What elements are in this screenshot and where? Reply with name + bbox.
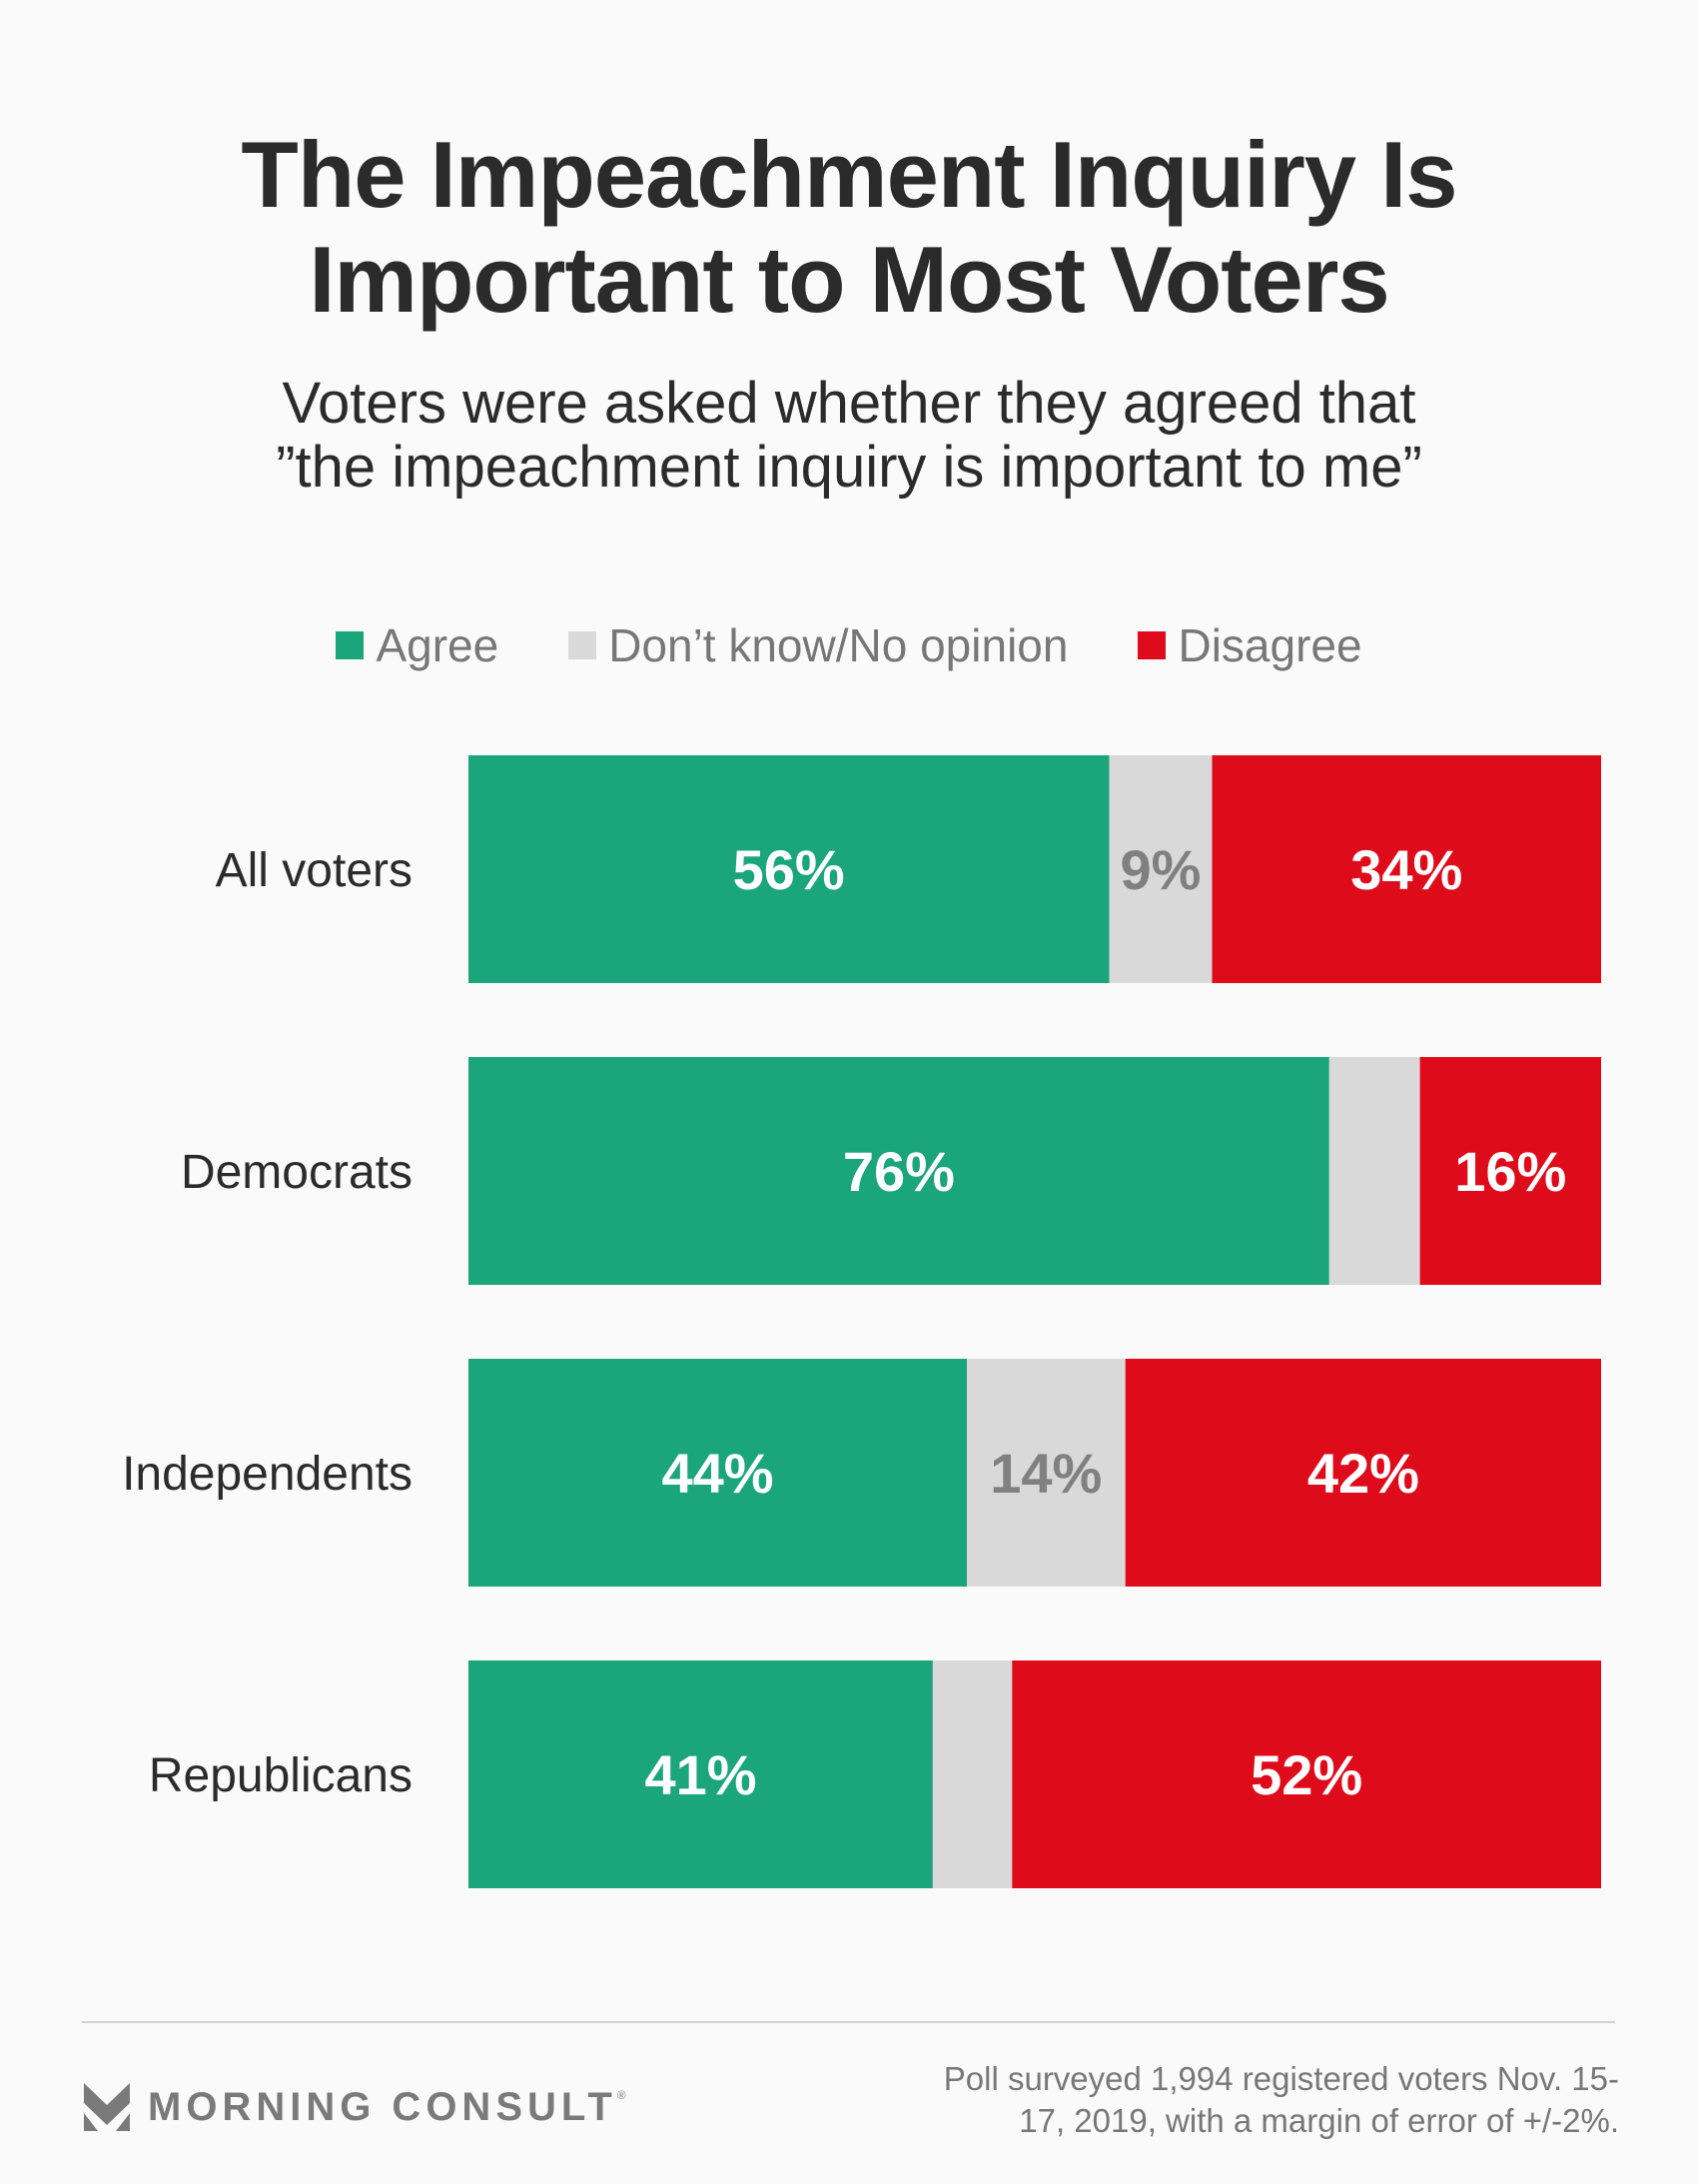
methodology-note-line-1: Poll surveyed 1,994 registered voters No… xyxy=(943,2060,1619,2097)
bar-row-democrats: Democrats 76% 16% xyxy=(181,1057,1601,1285)
data-label-disagree: 16% xyxy=(1454,1140,1566,1203)
methodology-note-line-2: 17, 2019, with a margin of error of +/-2… xyxy=(1019,2102,1619,2139)
data-label-disagree: 52% xyxy=(1251,1743,1362,1806)
bar-segment-disagree xyxy=(1012,1660,1601,1888)
legend-swatch-agree xyxy=(336,631,365,659)
morning-consult-logo-icon xyxy=(84,2083,130,2131)
footer-divider xyxy=(82,2021,1615,2023)
legend-swatch-dont-know xyxy=(568,631,597,659)
registered-mark: ® xyxy=(616,2088,626,2102)
brand-name: MORNING CONSULT® xyxy=(148,2082,626,2132)
legend-label-agree: Agree xyxy=(376,619,499,671)
bar-segment-don-t-know-no-opinion xyxy=(1109,755,1213,983)
data-label-agree: 41% xyxy=(644,1743,756,1806)
bar-segment-don-t-know-no-opinion xyxy=(1328,1057,1420,1285)
legend-item-agree: Agree xyxy=(336,619,498,671)
bar-segment-don-t-know-no-opinion xyxy=(932,1660,1013,1888)
chart-legend: Agree Don’t know/No opinion Disagree xyxy=(0,619,1698,671)
bar-segment-disagree xyxy=(1212,755,1601,983)
bar-segment-agree xyxy=(468,1057,1329,1285)
legend-label-disagree: Disagree xyxy=(1178,619,1362,671)
bar-row-all-voters: All voters 56% 9% 34% xyxy=(216,755,1601,983)
chart-subtitle-line-2: ”the impeachment inquiry is important to… xyxy=(276,435,1422,500)
brand-logo: MORNING CONSULT® xyxy=(84,2082,626,2132)
bar-segment-agree xyxy=(468,1660,933,1888)
bar-segment-agree xyxy=(468,755,1110,983)
data-label-disagree: 42% xyxy=(1307,1442,1419,1505)
bar-segment-disagree xyxy=(1419,1057,1601,1285)
data-label-agree: 56% xyxy=(733,838,845,901)
category-label: Independents xyxy=(122,1448,413,1501)
chart-title: The Impeachment Inquiry Is Important to … xyxy=(0,122,1698,332)
data-label-agree: 76% xyxy=(843,1140,955,1203)
chart-subtitle: Voters were asked whether they agreed th… xyxy=(0,372,1698,500)
chart-subtitle-line-1: Voters were asked whether they agreed th… xyxy=(282,371,1416,436)
category-label: Democrats xyxy=(181,1146,413,1199)
legend-item-disagree: Disagree xyxy=(1138,619,1362,671)
brand-name-text: MORNING CONSULT xyxy=(148,2085,617,2129)
bar-segment-disagree xyxy=(1125,1359,1601,1587)
category-label: All voters xyxy=(216,844,413,897)
data-label-don-t-know-no-opinion: 9% xyxy=(1121,838,1202,901)
bar-segment-don-t-know-no-opinion xyxy=(967,1359,1126,1587)
stacked-bar-chart: All voters 56% 9% 34% Democrats 76% 16% Indepen… xyxy=(122,755,1601,1888)
data-label-disagree: 34% xyxy=(1350,838,1462,901)
bar-row-republicans: Republicans 41% 52% xyxy=(149,1660,1601,1888)
category-label: Republicans xyxy=(149,1749,413,1802)
legend-label-dont-know: Don’t know/No opinion xyxy=(608,619,1069,671)
methodology-note: Poll surveyed 1,994 registered voters No… xyxy=(944,2058,1619,2142)
legend-swatch-disagree xyxy=(1138,631,1167,659)
chart-title-line-2: Important to Most Voters xyxy=(309,227,1389,332)
bar-row-independents: Independents 44% 14% 42% xyxy=(122,1359,1601,1587)
legend-item-dont-know: Don’t know/No opinion xyxy=(568,619,1068,671)
data-label-don-t-know-no-opinion: 14% xyxy=(990,1442,1102,1505)
bar-segment-agree xyxy=(468,1359,967,1587)
data-label-agree: 44% xyxy=(661,1442,773,1505)
chart-title-line-1: The Impeachment Inquiry Is xyxy=(241,122,1457,227)
